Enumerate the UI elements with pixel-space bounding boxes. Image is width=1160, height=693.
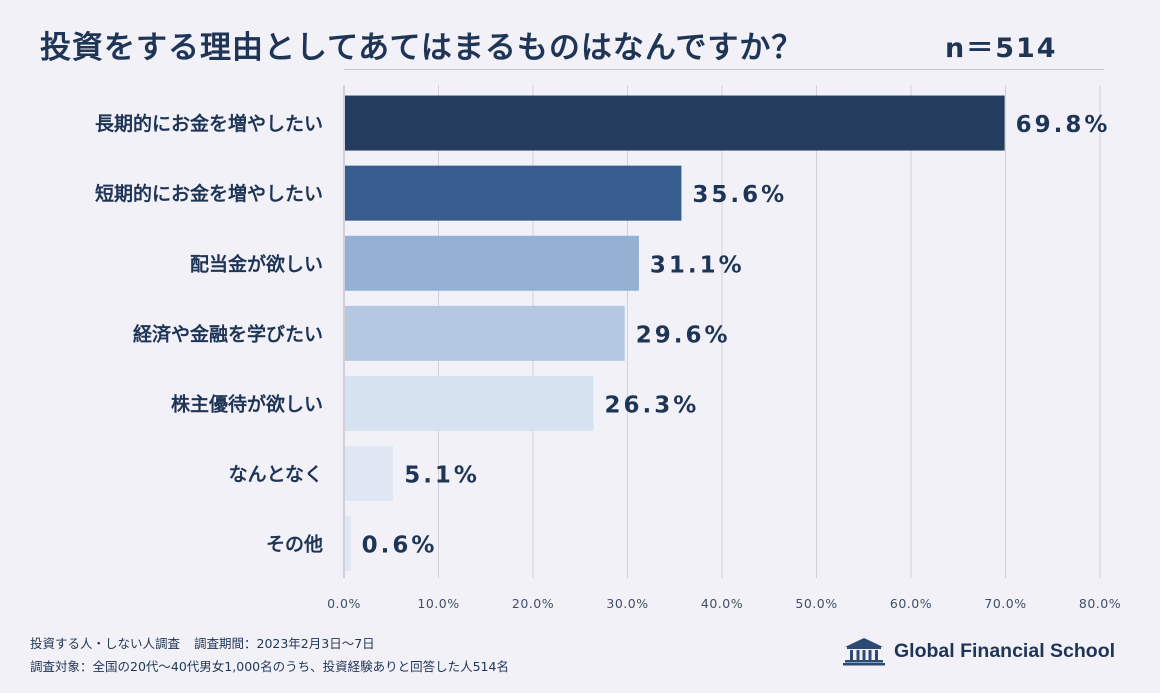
survey-period: 調査期間：2023年2月3日〜7日 [194,636,375,651]
school-building-icon [843,638,885,666]
data-label: 5.1% [404,463,480,489]
survey-name: 投資する人・しない人調査 [30,636,181,651]
footer-survey-line: 投資する人・しない人調査 調査期間：2023年2月3日〜7日 [30,633,385,652]
category-label: 経済や金融を学びたい [133,322,323,345]
x-tick-label: 80.0% [1079,596,1121,611]
category-label: 長期的にお金を増やしたい [95,112,323,135]
title-divider [344,69,1104,70]
survey-target: 調査対象：全国の20代〜40代男女1,000名のうち、投資経験ありと回答した人5… [30,659,509,674]
x-tick-label: 10.0% [417,596,459,611]
bar-chart: 0.0% 10.0% 20.0% 30.0% 40.0% 50.0% 60.0% 70.0% 8… [95,85,1121,611]
category-label: 短期的にお金を増やしたい [95,182,323,205]
data-label: 35.6% [692,182,787,208]
x-tick-label: 60.0% [890,596,932,611]
category-label: 株主優待が欲しい [171,392,323,415]
x-tick-label: 40.0% [701,596,743,611]
data-label: 31.1% [650,252,745,278]
x-tick-label: 0.0% [327,596,361,611]
x-tick-label: 50.0% [795,596,837,611]
x-tick-label: 20.0% [512,596,554,611]
sample-size: n＝514 [945,33,1058,64]
data-label: 0.6% [362,533,438,559]
data-label: 69.8% [1016,112,1111,138]
bar [345,95,1005,151]
x-tick-label: 30.0% [606,596,648,611]
x-tick-label: 70.0% [984,596,1026,611]
chart-title: 投資をする理由としてあてはまるものはなんですか？ [40,30,804,66]
brand-logo: Global Financial School [842,636,1115,666]
bar [345,375,594,431]
data-label: 26.3% [605,392,700,418]
brand-name: Global Financial School [894,639,1116,662]
category-label: 配当金が欲しい [190,252,323,275]
bar [345,446,394,502]
bar [345,305,625,361]
category-label: なんとなく [229,464,323,486]
bar [345,516,351,572]
data-label: 29.6% [636,322,731,348]
category-label: その他 [266,533,323,556]
bar [345,165,682,221]
bar [345,235,639,291]
